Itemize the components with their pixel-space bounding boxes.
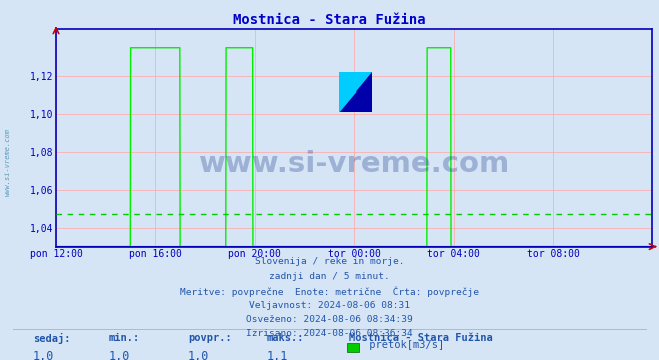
Text: 1,0: 1,0 (188, 350, 209, 360)
Text: pretok[m3/s]: pretok[m3/s] (363, 340, 444, 350)
Polygon shape (339, 72, 356, 112)
Polygon shape (339, 72, 372, 112)
Text: 1,1: 1,1 (267, 350, 288, 360)
Text: Mostnica - Stara Fužina: Mostnica - Stara Fužina (349, 333, 493, 343)
Polygon shape (339, 72, 372, 112)
Polygon shape (339, 72, 372, 112)
Text: www.si-vreme.com: www.si-vreme.com (198, 150, 510, 178)
Text: Meritve: povprečne  Enote: metrične  Črta: povprečje: Meritve: povprečne Enote: metrične Črta:… (180, 286, 479, 297)
Text: Izrisano: 2024-08-06 08:36:34: Izrisano: 2024-08-06 08:36:34 (246, 329, 413, 338)
Text: Veljavnost: 2024-08-06 08:31: Veljavnost: 2024-08-06 08:31 (249, 301, 410, 310)
Text: 1,0: 1,0 (33, 350, 54, 360)
Text: povpr.:: povpr.: (188, 333, 231, 343)
Text: maks.:: maks.: (267, 333, 304, 343)
Text: www.si-vreme.com: www.si-vreme.com (5, 128, 11, 196)
Text: min.:: min.: (109, 333, 140, 343)
Text: Slovenija / reke in morje.: Slovenija / reke in morje. (255, 257, 404, 266)
Text: 1,0: 1,0 (109, 350, 130, 360)
Text: zadnji dan / 5 minut.: zadnji dan / 5 minut. (269, 272, 390, 281)
Text: Osveženo: 2024-08-06 08:34:39: Osveženo: 2024-08-06 08:34:39 (246, 315, 413, 324)
Text: Mostnica - Stara Fužina: Mostnica - Stara Fužina (233, 13, 426, 27)
Text: sedaj:: sedaj: (33, 333, 71, 344)
